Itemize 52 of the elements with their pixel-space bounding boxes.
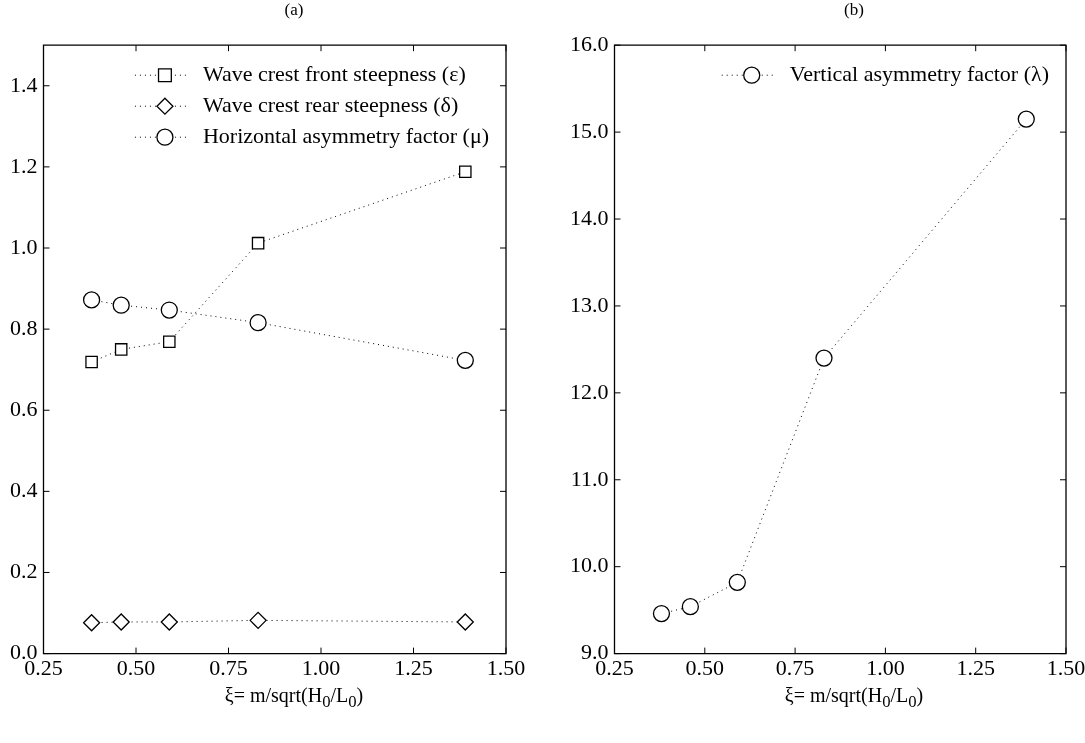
y-tick-label: 14.0: [570, 204, 609, 230]
point: [652, 604, 671, 623]
y-tick-label: 0.2: [10, 558, 38, 584]
x-axis-title: ξ= m/sqrt(H$_{0}$/L$_{0}$): [783, 684, 925, 712]
legend-label: Vertical asymmetry factor (λ): [789, 60, 1050, 86]
point: [456, 613, 474, 631]
y-tick-label: 13.0: [570, 291, 609, 317]
point: [85, 355, 98, 369]
point: [162, 335, 176, 348]
point: [249, 611, 267, 629]
point: [160, 613, 178, 631]
point: [458, 165, 472, 179]
point: [456, 351, 474, 369]
x-tick-label: 1.50: [1046, 654, 1085, 680]
point: [160, 301, 178, 319]
point: [114, 343, 128, 356]
x-tick-label: 0.75: [775, 654, 815, 680]
point: [249, 313, 267, 332]
y-tick-label: 10.0: [570, 552, 609, 578]
y-tick-label: 1.2: [10, 152, 38, 178]
legend-label: Wave crest front steepness (ε): [202, 60, 466, 86]
point: [681, 598, 699, 616]
y-tick-label: 0.4: [10, 477, 38, 503]
y-tick-label: 15.0: [570, 117, 609, 143]
point: [815, 349, 833, 367]
point: [728, 573, 746, 591]
point: [112, 613, 130, 631]
point: [112, 296, 130, 314]
x-tick-label: 1.25: [956, 654, 995, 680]
x-axis-title: ξ= m/sqrt(H$_{0}$/L$_{0}$): [223, 684, 365, 712]
x-tick-label: 1.00: [301, 654, 341, 680]
point: [82, 291, 101, 309]
y-tick-label: 16.0: [570, 30, 609, 56]
x-tick-label: 1.25: [394, 654, 433, 680]
y-tick-label: 11.0: [570, 465, 609, 491]
point: [1017, 110, 1035, 128]
legend-label: Wave crest rear steepness (δ): [202, 91, 459, 117]
x-tick-label: 1.50: [486, 654, 526, 680]
legend-label: Horizontal asymmetry factor (μ): [202, 122, 489, 148]
chart-title: (a): [283, 0, 305, 21]
x-tick-label: 0.50: [116, 654, 156, 680]
y-tick-label: 0.8: [10, 314, 38, 340]
chart-title: (b): [843, 0, 865, 21]
point: [251, 236, 265, 250]
x-tick-label: 1.00: [866, 654, 905, 680]
y-tick-label: 1.0: [10, 233, 38, 259]
y-tick-label: 1.4: [10, 71, 38, 97]
y-tick-label: 0.6: [10, 396, 38, 422]
x-tick-label: 0.50: [685, 654, 725, 680]
x-tick-label: 0.75: [209, 654, 248, 680]
point: [82, 614, 101, 632]
y-tick-label: 12.0: [570, 378, 609, 404]
